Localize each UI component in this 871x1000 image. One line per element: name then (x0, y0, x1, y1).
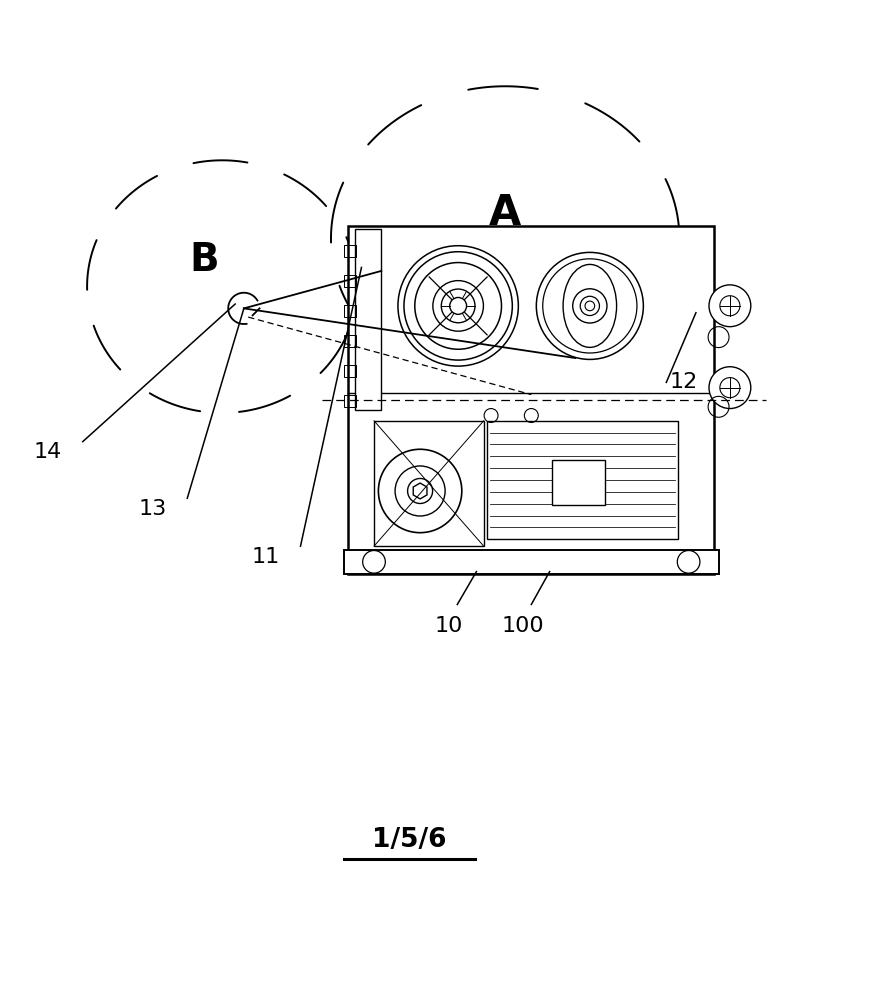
Text: A: A (489, 192, 522, 234)
Bar (355, 229, 381, 410)
Bar (344, 550, 719, 574)
Text: 11: 11 (252, 547, 280, 567)
Bar (344, 335, 356, 347)
Circle shape (709, 285, 751, 327)
Text: 14: 14 (34, 442, 62, 462)
Bar (552, 460, 605, 505)
Text: 13: 13 (138, 499, 166, 519)
Bar (348, 226, 714, 574)
Text: 100: 100 (502, 616, 544, 636)
Text: 10: 10 (435, 616, 463, 636)
Text: 12: 12 (670, 372, 698, 392)
Circle shape (709, 367, 751, 409)
Circle shape (449, 297, 467, 314)
Text: 1/5/6: 1/5/6 (372, 827, 447, 853)
Bar (344, 365, 356, 377)
Bar (374, 421, 483, 546)
Bar (344, 305, 356, 317)
Bar (344, 275, 356, 287)
Bar (488, 421, 678, 539)
Text: B: B (190, 241, 219, 279)
Bar (344, 395, 356, 407)
Circle shape (585, 301, 595, 311)
Bar (344, 245, 356, 257)
